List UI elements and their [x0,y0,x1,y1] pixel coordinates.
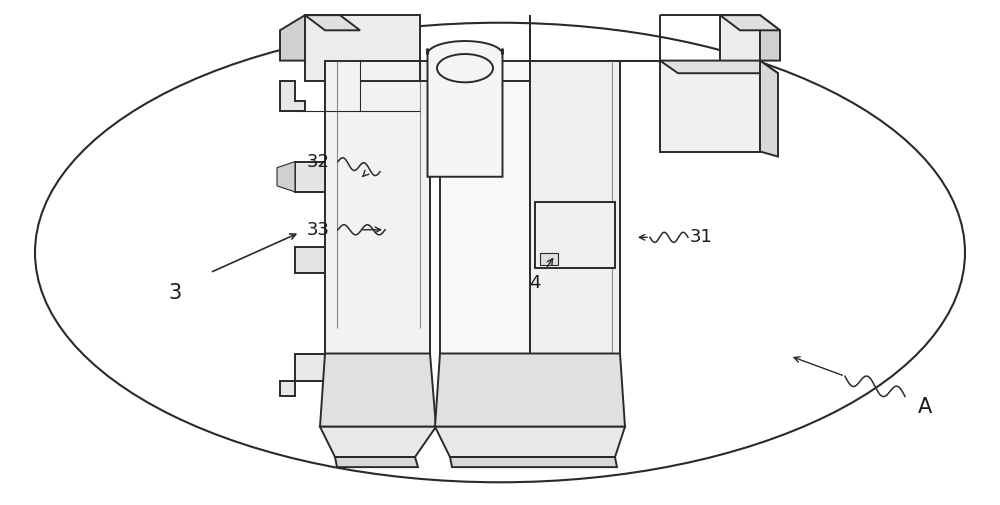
Text: 3: 3 [168,283,182,303]
Polygon shape [335,457,418,467]
Text: 4: 4 [529,274,541,292]
Polygon shape [280,81,305,111]
Bar [530,61,620,354]
Polygon shape [320,354,436,427]
Bar [295,162,325,192]
Text: 31: 31 [690,228,713,246]
Polygon shape [280,15,305,61]
Bar [440,61,530,354]
Text: 33: 33 [307,221,330,239]
Polygon shape [320,427,436,457]
Polygon shape [435,427,625,457]
Polygon shape [277,162,295,192]
Polygon shape [760,15,780,61]
Polygon shape [280,354,330,396]
Polygon shape [760,61,778,157]
Polygon shape [428,41,503,177]
Polygon shape [450,457,617,467]
Bar [660,61,760,152]
Text: 32: 32 [307,153,330,171]
Bar [325,61,430,354]
Polygon shape [660,61,778,73]
Bar [295,247,325,273]
Polygon shape [530,15,760,61]
Bar [535,202,615,268]
Text: A: A [918,396,932,417]
Polygon shape [305,15,360,30]
Bar [540,252,558,265]
Polygon shape [435,354,625,427]
Polygon shape [305,15,420,81]
Polygon shape [720,15,780,30]
